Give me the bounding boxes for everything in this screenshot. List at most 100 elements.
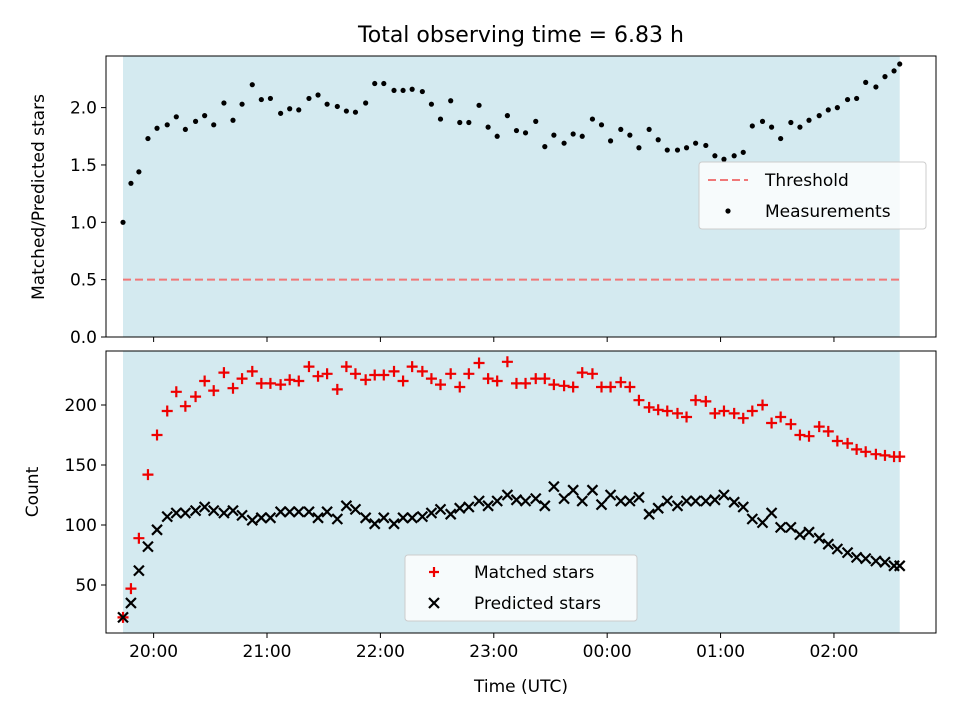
predicted-star-point xyxy=(453,502,466,514)
measurement-point xyxy=(381,80,387,87)
measurement-point xyxy=(863,79,869,85)
matched-star-point xyxy=(133,532,145,544)
predicted-star-point xyxy=(125,597,137,609)
matched-star-point xyxy=(491,375,503,387)
measurement-point xyxy=(400,87,406,94)
predicted-star-point xyxy=(444,508,457,520)
matched-star-point xyxy=(179,400,191,412)
measurement-point xyxy=(816,113,822,119)
top-panel: 0.00.51.01.52.0 Matched/Predicted stars … xyxy=(29,55,937,348)
bottom-legend-box xyxy=(404,554,638,622)
matched-star-point xyxy=(757,399,769,411)
measurement-point xyxy=(372,80,378,87)
matched-star-point xyxy=(690,394,702,406)
measurement-point xyxy=(740,149,746,155)
bot-y-tick-label: 50 xyxy=(75,576,97,596)
matched-star-point xyxy=(661,405,673,417)
measurement-point xyxy=(267,95,274,102)
measurement-point xyxy=(249,82,255,88)
predicted-star-point xyxy=(643,508,655,520)
predicted-star-point xyxy=(870,555,882,567)
measurement-point xyxy=(788,119,794,126)
measurement-point xyxy=(693,140,699,146)
matched-star-point xyxy=(170,386,182,398)
measurement-point xyxy=(655,137,661,143)
bottom-legend-matched-swatch xyxy=(429,567,439,577)
figure-title: Total observing time = 6.83 h xyxy=(357,23,684,48)
matched-star-point xyxy=(681,411,693,423)
measurement-point xyxy=(513,127,520,134)
predicted-star-point xyxy=(519,495,532,507)
matched-star-point xyxy=(161,405,173,417)
predicted-star-point xyxy=(822,538,835,550)
bottom-legend-matched-label: Matched stars xyxy=(474,563,594,583)
matched-star-point xyxy=(151,429,163,441)
top-y-tick-label: 1.0 xyxy=(70,213,97,233)
top-legend-box xyxy=(698,161,927,230)
measurement-point xyxy=(448,98,454,104)
predicted-star-point xyxy=(680,495,693,507)
matched-star-point xyxy=(473,357,485,369)
measurement-point xyxy=(192,118,199,124)
predicted-star-point xyxy=(841,546,854,559)
predicted-star-point xyxy=(349,503,362,516)
matched-star-point xyxy=(785,418,797,430)
bottom-legend: Matched stars Predicted stars xyxy=(404,554,638,622)
top-legend-measurement-swatch xyxy=(725,208,731,214)
top-y-label: Matched/Predicted stars xyxy=(29,94,49,300)
measurement-point xyxy=(664,147,670,153)
matched-star-point xyxy=(199,375,211,387)
measurement-point xyxy=(211,122,217,128)
matched-star-point xyxy=(870,448,882,460)
measurement-point xyxy=(674,147,681,153)
matched-star-point xyxy=(349,368,361,380)
measurement-point xyxy=(522,130,529,136)
measurement-point xyxy=(343,108,349,114)
bottom-axes-frame xyxy=(105,350,937,634)
matched-star-point xyxy=(331,383,343,395)
measurement-point xyxy=(334,103,340,110)
predicted-star-point xyxy=(378,512,390,524)
predicted-star-point xyxy=(189,504,202,517)
measurement-point xyxy=(618,126,624,133)
measurement-point xyxy=(731,153,737,159)
measurement-point xyxy=(768,124,775,130)
predicted-star-point xyxy=(161,510,174,523)
measurement-point xyxy=(589,116,596,122)
measurement-point xyxy=(570,131,576,137)
matched-star-point xyxy=(246,365,258,377)
predicted-star-point xyxy=(463,501,475,513)
predicted-star-point xyxy=(595,498,608,511)
predicted-star-point xyxy=(255,512,268,524)
predicted-star-point xyxy=(170,507,183,519)
predicted-star-point xyxy=(737,501,750,513)
predicted-star-point xyxy=(774,521,787,534)
measurement-point xyxy=(844,96,851,103)
predicted-star-point xyxy=(179,507,192,519)
matched-star-point xyxy=(190,391,202,403)
x-axis-label: Time (UTC) xyxy=(473,677,568,697)
matched-star-point xyxy=(860,446,872,458)
measurement-point xyxy=(636,145,642,151)
matched-star-point xyxy=(851,443,863,455)
measurement-point xyxy=(485,124,491,130)
matched-star-point xyxy=(520,377,532,389)
predicted-star-point xyxy=(303,506,315,518)
matched-star-point xyxy=(718,405,730,417)
matched-star-point xyxy=(142,469,154,481)
measurement-point xyxy=(202,113,208,119)
matched-star-point xyxy=(813,421,825,433)
predicted-star-point xyxy=(633,491,645,504)
matched-star-point xyxy=(728,407,740,419)
predicted-star-point xyxy=(321,506,333,518)
matched-star-point xyxy=(737,412,749,424)
predicted-star-point xyxy=(718,489,730,501)
predicted-star-point xyxy=(756,516,769,529)
predicted-star-point xyxy=(859,552,872,565)
measurement-point xyxy=(419,88,425,95)
x-tick-label: 20:00 xyxy=(129,642,178,662)
measurement-point xyxy=(324,101,330,107)
measurement-point xyxy=(457,119,463,126)
matched-star-point xyxy=(652,404,664,416)
